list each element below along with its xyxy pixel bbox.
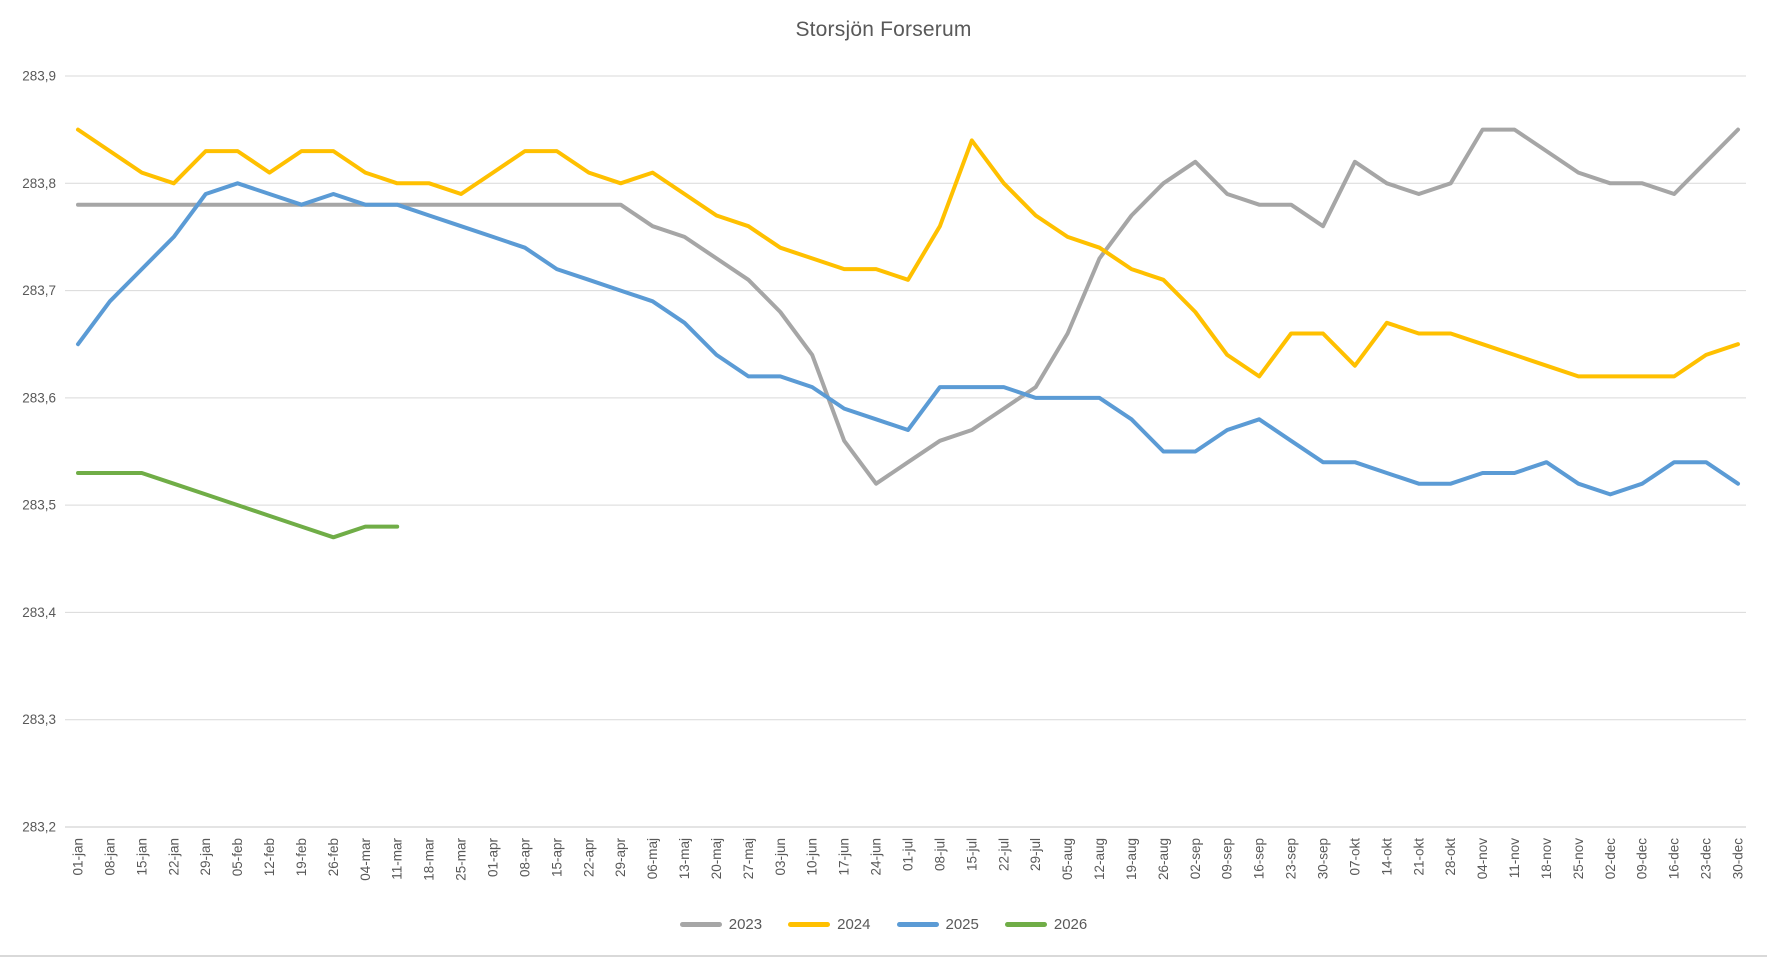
legend-label: 2023 (728, 916, 763, 933)
x-tick-label: 30-dec (1731, 838, 1746, 880)
x-tick-label: 08-apr (517, 838, 532, 878)
y-tick-label: 283,5 (22, 498, 56, 513)
x-tick-label: 16-sep (1252, 838, 1267, 879)
legend-item-2025[interactable]: 2025 (896, 916, 979, 933)
y-tick-label: 283,4 (22, 605, 56, 620)
x-tick-label: 14-okt (1379, 838, 1394, 876)
x-tick-label: 24-jun (869, 838, 884, 876)
chart-legend: 2023 2024 2025 2026 (0, 916, 1767, 933)
x-tick-label: 26-feb (326, 838, 341, 876)
x-tick-label: 22-apr (581, 838, 596, 878)
x-tick-label: 23-dec (1699, 838, 1714, 880)
x-tick-label: 01-jul (901, 838, 916, 871)
x-tick-label: 25-nov (1571, 838, 1586, 880)
x-tick-label: 08-jan (102, 838, 117, 876)
x-tick-label: 19-aug (1124, 838, 1139, 880)
x-tick-label: 10-jun (805, 838, 820, 876)
x-tick-label: 18-mar (422, 838, 437, 881)
x-tick-label: 05-feb (230, 838, 245, 876)
x-tick-label: 01-apr (486, 838, 501, 878)
x-tick-label: 05-aug (1060, 838, 1075, 880)
x-tick-label: 21-okt (1411, 838, 1426, 876)
x-tick-label: 03-jun (773, 838, 788, 876)
x-tick-label: 06-maj (645, 838, 660, 879)
x-tick-label: 29-jul (1028, 838, 1043, 871)
x-tick-label: 04-mar (358, 838, 373, 881)
x-tick-label: 15-apr (549, 838, 564, 878)
x-tick-label: 30-sep (1316, 838, 1331, 879)
legend-item-2026[interactable]: 2026 (1004, 916, 1088, 933)
x-tick-label: 23-sep (1284, 838, 1299, 879)
x-tick-label: 20-maj (709, 838, 724, 879)
x-tick-label: 04-nov (1475, 838, 1490, 880)
x-tick-label: 07-okt (1347, 838, 1362, 876)
x-tick-label: 15-jan (134, 838, 149, 876)
x-tick-label: 16-dec (1667, 838, 1682, 880)
series-line-2024 (76, 127, 1740, 379)
y-tick-label: 283,6 (22, 390, 56, 405)
x-tick-label: 12-aug (1092, 838, 1107, 880)
x-tick-label: 19-feb (294, 838, 309, 876)
x-tick-label: 28-okt (1443, 838, 1458, 876)
x-tick-label: 09-dec (1635, 838, 1650, 880)
x-tick-label: 29-apr (613, 838, 628, 878)
x-tick-label: 18-nov (1539, 838, 1554, 880)
legend-label: 2026 (1053, 916, 1088, 933)
y-tick-label: 283,9 (22, 69, 56, 84)
x-tick-label: 15-jul (964, 838, 979, 871)
series-line-2025 (76, 181, 1740, 497)
x-tick-label: 01-jan (71, 838, 86, 876)
series-line-2026 (76, 471, 400, 540)
x-tick-label: 12-feb (262, 838, 277, 876)
x-tick-label: 02-sep (1188, 838, 1203, 879)
y-tick-label: 283,3 (22, 712, 56, 727)
x-tick-label: 17-jun (837, 838, 852, 876)
legend-label: 2025 (945, 916, 979, 933)
legend-swatch-2024 (788, 922, 831, 927)
x-tick-label: 22-jan (166, 838, 181, 876)
x-tick-label: 29-jan (198, 838, 213, 876)
legend-item-2024[interactable]: 2024 (788, 916, 871, 933)
legend-swatch-2025 (896, 922, 939, 927)
x-tick-label: 25-mar (454, 838, 469, 881)
x-tick-label: 11-nov (1507, 838, 1522, 879)
legend-item-2023[interactable]: 2023 (679, 916, 763, 933)
series-line-2023 (76, 127, 1740, 486)
x-tick-label: 13-maj (677, 838, 692, 879)
chart-title: Storsjön Forserum (795, 18, 972, 41)
x-tick-label: 26-aug (1156, 838, 1171, 880)
legend-swatch-2026 (1004, 922, 1047, 927)
legend-label: 2024 (837, 916, 871, 933)
x-tick-label: 27-maj (741, 838, 756, 879)
y-tick-label: 283,2 (22, 820, 56, 835)
x-tick-label: 02-dec (1603, 838, 1618, 880)
x-tick-label: 08-jul (932, 838, 947, 871)
legend-swatch-2023 (679, 922, 722, 927)
y-tick-label: 283,8 (22, 176, 56, 191)
y-tick-label: 283,7 (22, 283, 56, 298)
x-tick-label: 11-mar (390, 838, 405, 880)
x-tick-label: 22-jul (996, 838, 1011, 871)
x-tick-label: 09-sep (1220, 838, 1235, 879)
